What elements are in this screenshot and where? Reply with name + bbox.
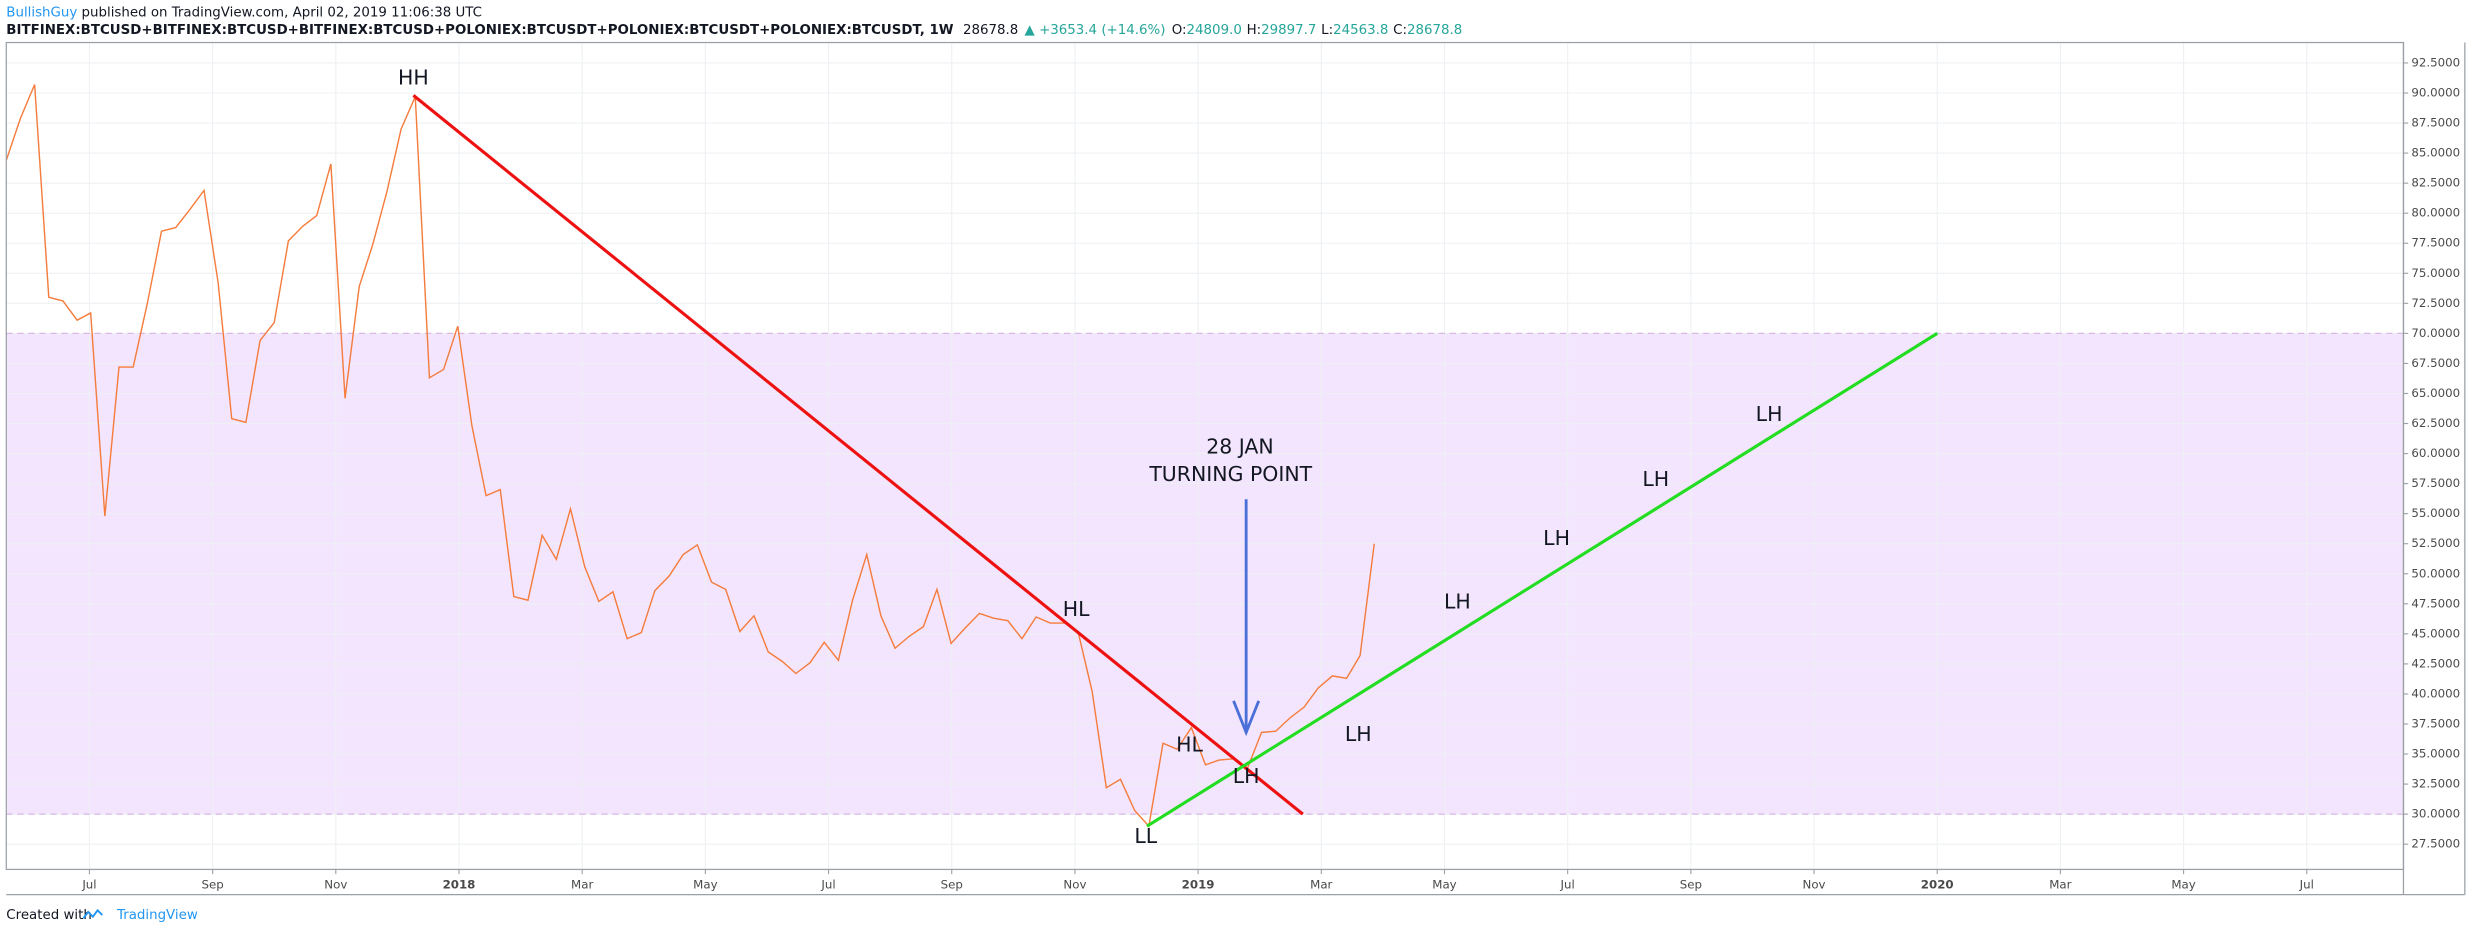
y-tick-label: 72.5000 [2411,296,2460,310]
annotation: LH [1444,590,1471,614]
y-tick-label: 55.0000 [2411,506,2460,520]
y-tick-label: 62.5000 [2411,416,2460,430]
footer: Created with TradingView [6,908,198,923]
y-tick-label: 80.0000 [2411,206,2460,220]
annotation: 28 JAN [1206,435,1273,459]
symbol-line: BITFINEX:BTCUSD+BITFINEX:BTCUSD+BITFINEX… [6,23,1462,38]
change: ▲ +3653.4 (+14.6%) [1025,23,1166,38]
header-line: BullishGuy published on TradingView.com,… [6,6,482,21]
y-tick-label: 57.5000 [2411,476,2460,490]
o-label: O: [1172,23,1187,38]
x-tick-label: Nov [1063,878,1086,892]
y-tick-label: 45.0000 [2411,626,2460,640]
x-tick-label: 2020 [1921,878,1954,892]
annotation: HH [398,66,429,90]
created: Created with [6,908,92,923]
author[interactable]: BullishGuy [6,6,77,21]
x-tick-label: Nov [1803,878,1826,892]
x-tick-label: Jul [2299,878,2314,892]
annotation: TURNING POINT [1148,462,1312,486]
y-tick-label: 77.5000 [2411,236,2460,250]
y-tick-label: 70.0000 [2411,326,2460,340]
x-tick-label: May [1432,878,1456,892]
y-tick-label: 27.5000 [2411,837,2460,851]
h: 29897.7 [1261,23,1316,38]
x-tick-label: Jul [81,878,96,892]
x-tick-label: Mar [2049,878,2071,892]
x-tick-label: Sep [941,878,963,892]
last: 28678.8 [963,23,1018,38]
annotation: HL [1063,597,1090,621]
symbol: BITFINEX:BTCUSD+BITFINEX:BTCUSD+BITFINEX… [6,23,953,38]
y-tick-label: 60.0000 [2411,446,2460,460]
annotation: LH [1345,722,1372,746]
y-tick-label: 67.5000 [2411,356,2460,370]
y-tick-label: 92.5000 [2411,55,2460,69]
y-tick-label: 85.0000 [2411,146,2460,160]
x-tick-label: 2019 [1182,878,1215,892]
annotation: LH [1233,764,1260,788]
x-tick-label: Jul [1560,878,1575,892]
l-label: L: [1321,23,1333,38]
annotation: LH [1642,467,1669,491]
x-tick-label: 2018 [443,878,476,892]
x-tick-label: Mar [1310,878,1332,892]
y-tick-label: 50.0000 [2411,566,2460,580]
annotation: LL [1134,824,1157,848]
plot: HH HL HL LL LH LH LH LH LH LH 28 JAN TURNING POINT [5,42,2404,870]
y-tick-label: 40.0000 [2411,686,2460,700]
y-tick-label: 32.5000 [2411,777,2460,791]
x-tick-label: Nov [324,878,347,892]
x-tick-label: Sep [1680,878,1702,892]
y-tick-label: 87.5000 [2411,116,2460,130]
y-tick-label: 82.5000 [2411,176,2460,190]
x-tick-label: Sep [202,878,224,892]
annotation: HL [1176,733,1203,757]
price-line [5,84,1375,828]
brand[interactable]: TradingView [116,908,198,923]
o: 24809.0 [1187,23,1242,38]
y-tick-label: 90.0000 [2411,86,2460,100]
y-tick-label: 42.5000 [2411,656,2460,670]
y-tick-label: 37.5000 [2411,716,2460,730]
y-tick-label: 52.5000 [2411,536,2460,550]
y-tick-label: 65.0000 [2411,386,2460,400]
x-tick-label: Mar [571,878,593,892]
x-tick-label: May [693,878,717,892]
y-tick-label: 47.5000 [2411,596,2460,610]
trendline [412,94,1304,816]
x-tick-label: May [2171,878,2195,892]
annotation: LH [1756,402,1783,426]
y-tick-label: 75.0000 [2411,266,2460,280]
c-label: C: [1393,23,1407,38]
x-tick-label: Jul [820,878,835,892]
y-tick-label: 35.0000 [2411,747,2460,761]
annotation: LH [1543,526,1570,550]
c: 28678.8 [1407,23,1462,38]
l: 24563.8 [1333,23,1388,38]
brand-logo [82,908,103,919]
published: published on TradingView.com, April 02, … [77,6,482,21]
arrow-head [1232,700,1261,737]
h-label: H: [1247,23,1262,38]
trendline [1146,332,1939,828]
y-tick-label: 30.0000 [2411,807,2460,821]
